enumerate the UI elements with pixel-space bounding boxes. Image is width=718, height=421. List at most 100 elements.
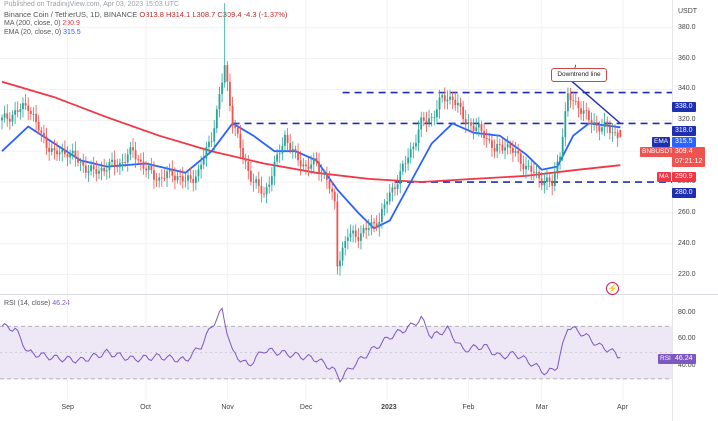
bar-countdown: 07:21:12	[675, 158, 703, 165]
candle-body	[176, 176, 179, 181]
candle-body	[187, 175, 189, 181]
candle-body	[84, 165, 87, 173]
ma-legend-value: 290.9	[62, 20, 80, 27]
candle-body	[239, 133, 242, 148]
rsi-legend[interactable]: RSI (14, close) 46.24	[4, 300, 70, 307]
candle-body	[496, 143, 499, 152]
rsi-path	[1, 307, 621, 383]
candle-body	[404, 163, 407, 165]
candles	[1, 3, 622, 276]
candle-body	[433, 117, 436, 119]
pane-divider[interactable]	[0, 294, 718, 295]
ema-legend[interactable]: EMA (20, close, 0) 315.5	[4, 29, 81, 36]
candle-body	[378, 221, 381, 228]
candle-body	[43, 132, 45, 137]
downtrend-annotation[interactable]: Downtrend line	[551, 68, 607, 82]
candle-body	[8, 118, 11, 122]
candle-body	[491, 140, 493, 149]
candle-body	[454, 99, 457, 106]
time-tick-label: Feb	[462, 404, 475, 411]
ema-legend-value: 315.5	[63, 29, 81, 36]
candle-body	[352, 230, 354, 234]
candle-body	[582, 110, 585, 114]
candle-body	[585, 110, 588, 112]
candle-body	[218, 94, 221, 110]
ma-name-tag: MA	[657, 172, 671, 182]
candle-body	[519, 153, 522, 164]
candle-body	[396, 184, 399, 189]
candle-body	[456, 103, 459, 106]
candle-body	[168, 169, 171, 172]
ma-tag: 290.9	[672, 172, 696, 182]
candle-body	[297, 151, 299, 161]
candle-body	[525, 165, 527, 170]
candle-body	[386, 201, 389, 205]
candle-body	[215, 109, 218, 129]
candle-body	[147, 165, 150, 171]
candle-body	[485, 137, 488, 139]
time-tick-label: Apr	[616, 404, 628, 411]
candle-body	[263, 193, 265, 195]
price-chart[interactable]	[0, 0, 672, 421]
candle-body	[236, 127, 239, 134]
candle-body	[234, 125, 237, 128]
downtrend-path	[570, 79, 621, 124]
candle-body	[587, 110, 590, 121]
ma-legend[interactable]: MA (200, close, 0) 290.9	[4, 20, 80, 27]
candle-body	[184, 180, 187, 182]
candle-body	[48, 147, 51, 152]
candle-body	[477, 124, 480, 128]
candle-body	[181, 176, 184, 182]
candle-body	[87, 171, 90, 173]
candle-body	[3, 113, 6, 118]
candle-body	[197, 169, 200, 177]
candle-body	[336, 201, 339, 267]
candle-body	[257, 179, 260, 186]
candle-body	[226, 65, 229, 82]
price-tick-label: 240.0	[678, 239, 696, 247]
candle-body	[320, 172, 323, 174]
symbol-info[interactable]: Binance Coin / TetherUS, 1D, BINANCE O31…	[4, 10, 287, 19]
candle-body	[517, 151, 520, 154]
candle-body	[580, 108, 582, 114]
candle-body	[428, 118, 430, 123]
candle-body	[470, 122, 472, 126]
candle-body	[349, 233, 352, 238]
lightning-icon[interactable]: ⚡	[606, 282, 619, 295]
candle-body	[488, 138, 491, 141]
candle-body	[32, 114, 35, 115]
candle-body	[155, 179, 158, 181]
ema-20-path	[1, 122, 621, 230]
candle-body	[100, 168, 103, 171]
publish-caption: Published on TradingView.com, Apr 03, 20…	[4, 1, 179, 8]
candle-body	[331, 188, 334, 192]
candle-body	[22, 103, 24, 110]
candle-body	[29, 110, 32, 115]
candle-body	[160, 177, 163, 179]
candle-body	[530, 165, 533, 172]
candle-body	[194, 176, 197, 183]
candle-body	[572, 100, 575, 102]
candle-body	[480, 124, 483, 132]
candle-body	[577, 101, 580, 109]
symbol-title[interactable]: Binance Coin / TetherUS, 1D, BINANCE	[4, 10, 138, 19]
candle-body	[63, 149, 66, 155]
candle-body	[142, 161, 145, 169]
candle-body	[45, 136, 48, 148]
candle-body	[305, 164, 307, 167]
candle-body	[163, 178, 166, 179]
candle-body	[412, 146, 415, 150]
symbol-tag: BNBUSDT	[640, 147, 676, 157]
candle-body	[339, 260, 341, 267]
candle-body	[124, 162, 127, 163]
candle-body	[255, 179, 258, 183]
candle-body	[284, 134, 286, 146]
candle-body	[281, 145, 284, 154]
candle-body	[11, 114, 14, 122]
candle-body	[260, 185, 263, 194]
candle-body	[82, 161, 85, 166]
candle-body	[19, 109, 22, 112]
candle-body	[535, 171, 538, 173]
candle-body	[6, 113, 9, 119]
candle-body	[119, 162, 121, 168]
